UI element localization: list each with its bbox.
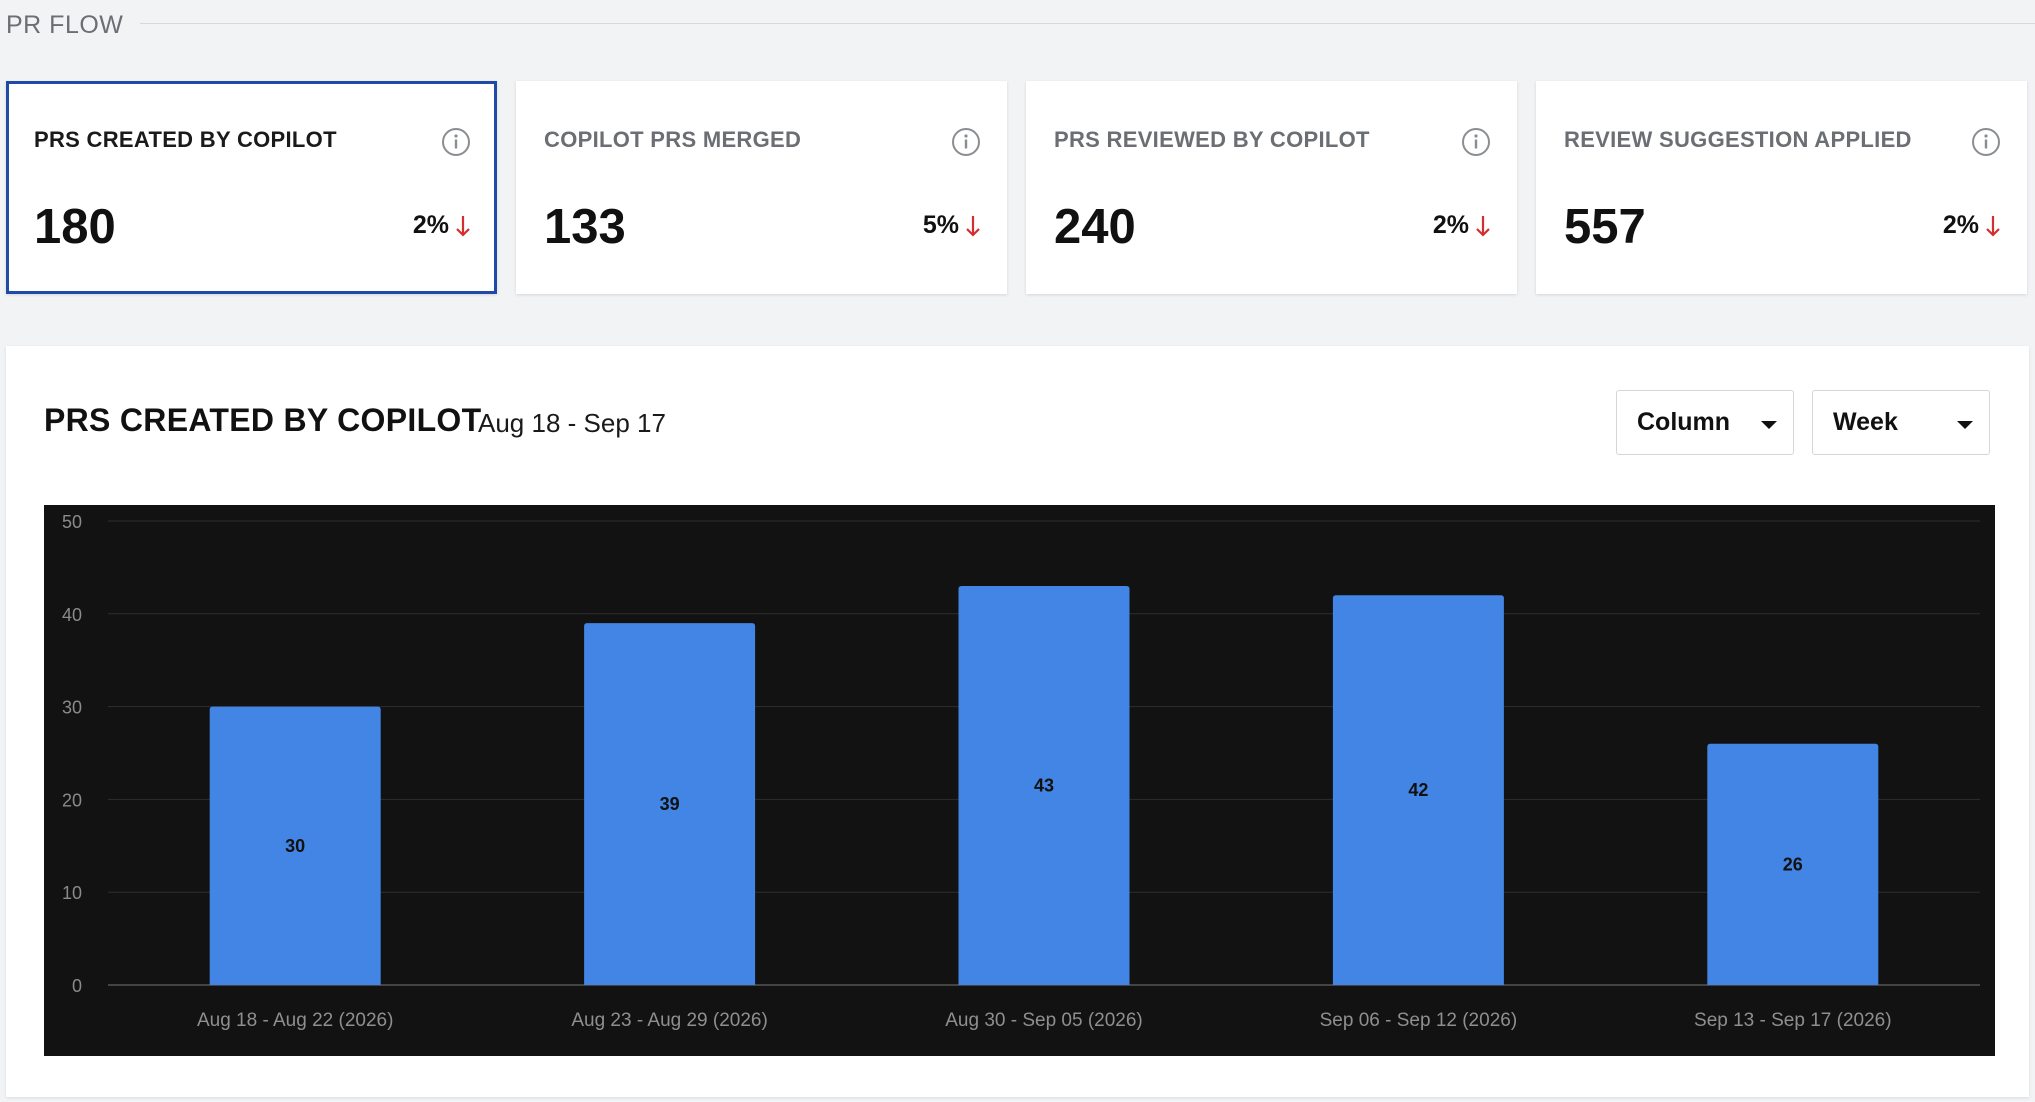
section-divider [140, 23, 2035, 24]
y-tick-label: 30 [62, 698, 82, 718]
x-tick-label: Aug 18 - Aug 22 (2026) [197, 1010, 393, 1031]
bar-value-label: 39 [660, 794, 680, 814]
y-tick-label: 0 [72, 976, 82, 996]
chart-bar [1332, 595, 1504, 985]
interval-select-value: Week [1833, 408, 1898, 436]
info-icon[interactable] [951, 127, 981, 157]
y-tick-label: 20 [62, 790, 82, 810]
chevron-down-icon [1957, 421, 1973, 429]
bar-value-label: 26 [1783, 854, 1803, 874]
kpi-value: 240 [1054, 200, 1136, 254]
info-icon[interactable] [441, 127, 471, 157]
chart-bar [584, 623, 756, 985]
chart-bar [209, 706, 381, 985]
kpi-label: COPILOT PRS MERGED [544, 127, 802, 152]
kpi-delta: 2% [1433, 211, 1491, 240]
kpi-delta: 2% [413, 211, 471, 240]
kpi-value: 557 [1564, 200, 1646, 254]
y-tick-label: 50 [62, 512, 82, 532]
kpi-label: REVIEW SUGGESTION APPLIED [1564, 127, 1912, 152]
kpi-delta-value: 2% [1942, 211, 1979, 239]
kpi-delta: 2% [1943, 211, 2001, 240]
kpi-delta-value: 2% [1432, 211, 1469, 239]
info-icon[interactable] [1971, 127, 2001, 157]
section-title: PR FLOW [6, 11, 124, 39]
kpi-card-prs-reviewed[interactable]: PRS REVIEWED BY COPILOT 240 2% [1026, 81, 1517, 294]
arrow-down-icon [456, 215, 470, 237]
info-icon[interactable] [1461, 127, 1491, 157]
chart-panel: PRS CREATED BY COPILOT Aug 18 - Sep 17 C… [6, 346, 2029, 1097]
y-tick-label: 40 [62, 605, 82, 625]
kpi-card-prs-created[interactable]: PRS CREATED BY COPILOT 180 2% [6, 81, 497, 294]
x-tick-label: Aug 30 - Sep 05 (2026) [945, 1010, 1143, 1031]
kpi-value: 180 [34, 200, 116, 254]
arrow-down-icon [1986, 215, 2000, 237]
arrow-down-icon [966, 215, 980, 237]
kpi-value: 133 [544, 200, 626, 254]
bar-value-label: 30 [285, 836, 305, 856]
bar-chart-svg: 0 10 20 30 40 50 30 Aug 18 - Aug 22 (2026) 39 Aug… [62, 512, 1980, 1031]
kpi-label: PRS CREATED BY COPILOT [34, 127, 337, 152]
kpi-card-review-suggestion[interactable]: REVIEW SUGGESTION APPLIED 557 2% [1536, 81, 2027, 294]
chart-bar [1707, 743, 1879, 985]
chart-type-select[interactable]: Column [1616, 390, 1794, 455]
section-header: PR FLOW [0, 0, 2035, 50]
interval-select[interactable]: Week [1812, 390, 1990, 455]
kpi-label: PRS REVIEWED BY COPILOT [1054, 127, 1370, 152]
x-tick-label: Sep 13 - Sep 17 (2026) [1694, 1010, 1892, 1031]
chart-bar [958, 585, 1130, 985]
bar-value-label: 43 [1034, 775, 1054, 795]
bar-chart: 0 10 20 30 40 50 30 Aug 18 - Aug 22 (2026) 39 Aug… [44, 505, 1995, 1056]
arrow-down-icon [1476, 215, 1490, 237]
y-tick-label: 10 [62, 883, 82, 903]
chart-type-select-value: Column [1637, 408, 1731, 436]
kpi-delta-value: 5% [922, 211, 959, 239]
kpi-card-prs-merged[interactable]: COPILOT PRS MERGED 133 5% [516, 81, 1007, 294]
x-tick-label: Sep 06 - Sep 12 (2026) [1320, 1010, 1518, 1031]
date-range: Aug 18 - Sep 17 [478, 408, 666, 438]
bar-value-label: 42 [1408, 780, 1428, 800]
kpi-delta: 5% [923, 211, 981, 240]
kpi-delta-value: 2% [412, 211, 449, 239]
x-tick-label: Aug 23 - Aug 29 (2026) [571, 1010, 767, 1031]
panel-title: PRS CREATED BY COPILOT [44, 402, 482, 438]
chevron-down-icon [1761, 421, 1777, 429]
